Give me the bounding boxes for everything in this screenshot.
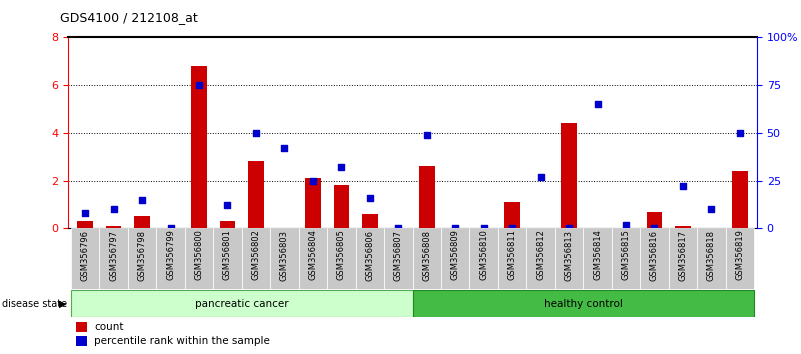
Point <box>221 202 234 208</box>
Point <box>364 195 376 201</box>
Bar <box>441 228 469 289</box>
Point <box>135 197 148 202</box>
Point <box>591 101 604 107</box>
Point <box>421 132 433 137</box>
Text: count: count <box>95 322 123 332</box>
Bar <box>270 228 299 289</box>
Bar <box>128 228 156 289</box>
Bar <box>299 228 327 289</box>
Bar <box>413 228 441 289</box>
Point <box>620 222 633 227</box>
Text: GSM356798: GSM356798 <box>138 229 147 280</box>
Text: GSM356819: GSM356819 <box>735 229 744 280</box>
Point <box>78 210 91 216</box>
Bar <box>248 161 264 228</box>
Text: GSM356808: GSM356808 <box>422 229 431 280</box>
Point <box>307 178 320 183</box>
Bar <box>305 178 320 228</box>
Point <box>734 130 747 136</box>
Bar <box>78 221 93 228</box>
Bar <box>356 228 384 289</box>
Bar <box>71 228 99 289</box>
Point <box>335 164 348 170</box>
Text: GSM356807: GSM356807 <box>394 229 403 280</box>
Bar <box>333 185 349 228</box>
Bar <box>135 216 150 228</box>
Text: GSM356813: GSM356813 <box>565 229 574 280</box>
Point <box>107 206 120 212</box>
Text: GSM356801: GSM356801 <box>223 229 232 280</box>
Bar <box>106 226 122 228</box>
Bar <box>646 212 662 228</box>
Bar <box>185 228 213 289</box>
Bar <box>219 221 235 228</box>
Bar <box>583 228 612 289</box>
Bar <box>327 228 356 289</box>
Bar <box>156 228 185 289</box>
Text: healthy control: healthy control <box>544 298 622 309</box>
Point <box>677 183 690 189</box>
Text: disease state: disease state <box>2 298 66 309</box>
Bar <box>675 226 690 228</box>
Text: GSM356812: GSM356812 <box>536 229 545 280</box>
Bar <box>213 228 242 289</box>
Point <box>164 225 177 231</box>
Text: GSM356805: GSM356805 <box>337 229 346 280</box>
Bar <box>242 228 270 289</box>
Bar <box>191 66 207 228</box>
Bar <box>71 290 413 317</box>
Text: GSM356818: GSM356818 <box>707 229 716 280</box>
Bar <box>726 228 754 289</box>
Point <box>278 145 291 151</box>
Point <box>505 225 518 231</box>
Point <box>192 82 205 88</box>
Bar <box>612 228 640 289</box>
Text: GSM356809: GSM356809 <box>451 229 460 280</box>
Text: pancreatic cancer: pancreatic cancer <box>195 298 288 309</box>
Text: GSM356815: GSM356815 <box>622 229 630 280</box>
Bar <box>697 228 726 289</box>
Text: percentile rank within the sample: percentile rank within the sample <box>95 336 270 346</box>
Text: GSM356797: GSM356797 <box>109 229 118 280</box>
Point <box>477 225 490 231</box>
Bar <box>669 228 697 289</box>
Point <box>250 130 263 136</box>
Bar <box>640 228 669 289</box>
Bar <box>469 228 498 289</box>
Bar <box>384 228 413 289</box>
Point <box>562 225 575 231</box>
Bar <box>555 228 583 289</box>
Text: ▶: ▶ <box>58 298 66 309</box>
Text: GSM356806: GSM356806 <box>365 229 374 280</box>
Text: GSM356800: GSM356800 <box>195 229 203 280</box>
Point <box>449 225 461 231</box>
Text: GSM356796: GSM356796 <box>81 229 90 280</box>
Bar <box>76 336 87 346</box>
Text: GSM356811: GSM356811 <box>508 229 517 280</box>
Text: GDS4100 / 212108_at: GDS4100 / 212108_at <box>60 11 198 24</box>
Bar <box>732 171 747 228</box>
Bar <box>362 214 377 228</box>
Bar <box>99 228 128 289</box>
Bar <box>413 290 754 317</box>
Text: GSM356817: GSM356817 <box>678 229 687 280</box>
Point <box>534 174 547 179</box>
Point <box>392 225 405 231</box>
Text: GSM356802: GSM356802 <box>252 229 260 280</box>
Text: GSM356810: GSM356810 <box>479 229 488 280</box>
Text: GSM356816: GSM356816 <box>650 229 659 280</box>
Bar <box>419 166 435 228</box>
Point <box>705 206 718 212</box>
Bar <box>562 123 577 228</box>
Bar <box>498 228 526 289</box>
Text: GSM356803: GSM356803 <box>280 229 289 280</box>
Bar <box>76 322 87 332</box>
Text: GSM356814: GSM356814 <box>593 229 602 280</box>
Bar <box>505 202 520 228</box>
Bar <box>526 228 555 289</box>
Text: GSM356799: GSM356799 <box>166 229 175 280</box>
Text: GSM356804: GSM356804 <box>308 229 317 280</box>
Point <box>648 225 661 231</box>
